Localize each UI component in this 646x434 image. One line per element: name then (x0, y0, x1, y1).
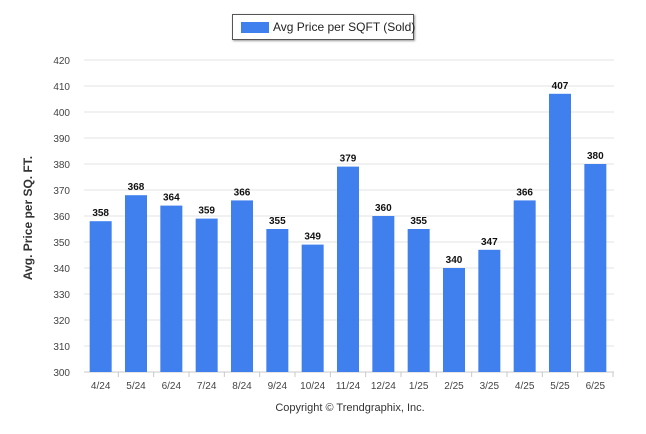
y-tick-label: 400 (53, 108, 70, 119)
bar (372, 216, 395, 372)
x-tick-label: 7/24 (197, 381, 217, 392)
bar (443, 268, 465, 372)
legend: Avg Price per SQFT (Sold) (232, 14, 416, 40)
data-label: 355 (410, 216, 427, 227)
x-tick-label: 3/25 (480, 381, 500, 392)
legend-label: Avg Price per SQFT (Sold) (273, 20, 416, 34)
data-label: 360 (375, 203, 392, 214)
bar (160, 205, 183, 372)
y-tick-label: 360 (53, 212, 70, 223)
y-tick-label: 330 (53, 290, 70, 301)
data-label: 380 (587, 151, 604, 162)
y-tick-label: 350 (53, 238, 70, 249)
bar (89, 221, 112, 372)
x-tick-label: 6/25 (586, 381, 606, 392)
data-label: 355 (269, 216, 286, 227)
bar (231, 200, 253, 372)
x-tick-label: 4/24 (91, 381, 111, 392)
y-tick-label: 370 (53, 186, 70, 197)
bar (407, 229, 430, 372)
x-tick-label: 5/25 (550, 381, 570, 392)
x-tick-label: 11/24 (336, 381, 361, 392)
x-tick-label: 8/24 (232, 381, 252, 392)
x-tick-label: 9/24 (268, 381, 288, 392)
data-label: 364 (163, 193, 180, 204)
y-tick-label: 420 (53, 56, 70, 67)
bar (195, 218, 218, 372)
bar (513, 200, 536, 372)
x-tick-label: 12/24 (371, 381, 396, 392)
y-tick-label: 410 (53, 82, 70, 93)
y-tick-label: 300 (53, 368, 70, 379)
legend-swatch (241, 22, 269, 33)
y-tick-label: 320 (53, 316, 70, 327)
y-tick-label: 380 (53, 160, 70, 171)
bar (584, 164, 607, 372)
bar (337, 166, 359, 372)
x-tick-label: 6/24 (162, 381, 182, 392)
data-label: 349 (304, 232, 321, 243)
x-tick-label: 10/24 (300, 381, 325, 392)
y-tick-label: 390 (53, 134, 70, 145)
data-label: 347 (481, 237, 498, 248)
bar (549, 93, 571, 373)
x-tick-label: 2/25 (444, 381, 464, 392)
data-label: 359 (198, 206, 215, 217)
x-tick-label: 4/25 (515, 381, 535, 392)
data-label: 379 (340, 154, 357, 165)
data-label: 340 (446, 255, 463, 266)
bar (266, 229, 289, 372)
y-tick-label: 310 (53, 342, 70, 353)
data-label: 366 (234, 187, 251, 198)
x-tick-label: 5/24 (126, 381, 146, 392)
bar (125, 195, 147, 372)
bar (301, 244, 324, 372)
data-label: 358 (92, 208, 109, 219)
data-label: 407 (552, 81, 569, 92)
data-label: 366 (516, 187, 533, 198)
x-tick-label: 1/25 (409, 381, 429, 392)
copyright-text: Copyright © Trendgraphix, Inc. (275, 402, 425, 414)
data-label: 368 (128, 182, 145, 193)
y-tick-label: 340 (53, 264, 70, 275)
bar (478, 249, 501, 372)
